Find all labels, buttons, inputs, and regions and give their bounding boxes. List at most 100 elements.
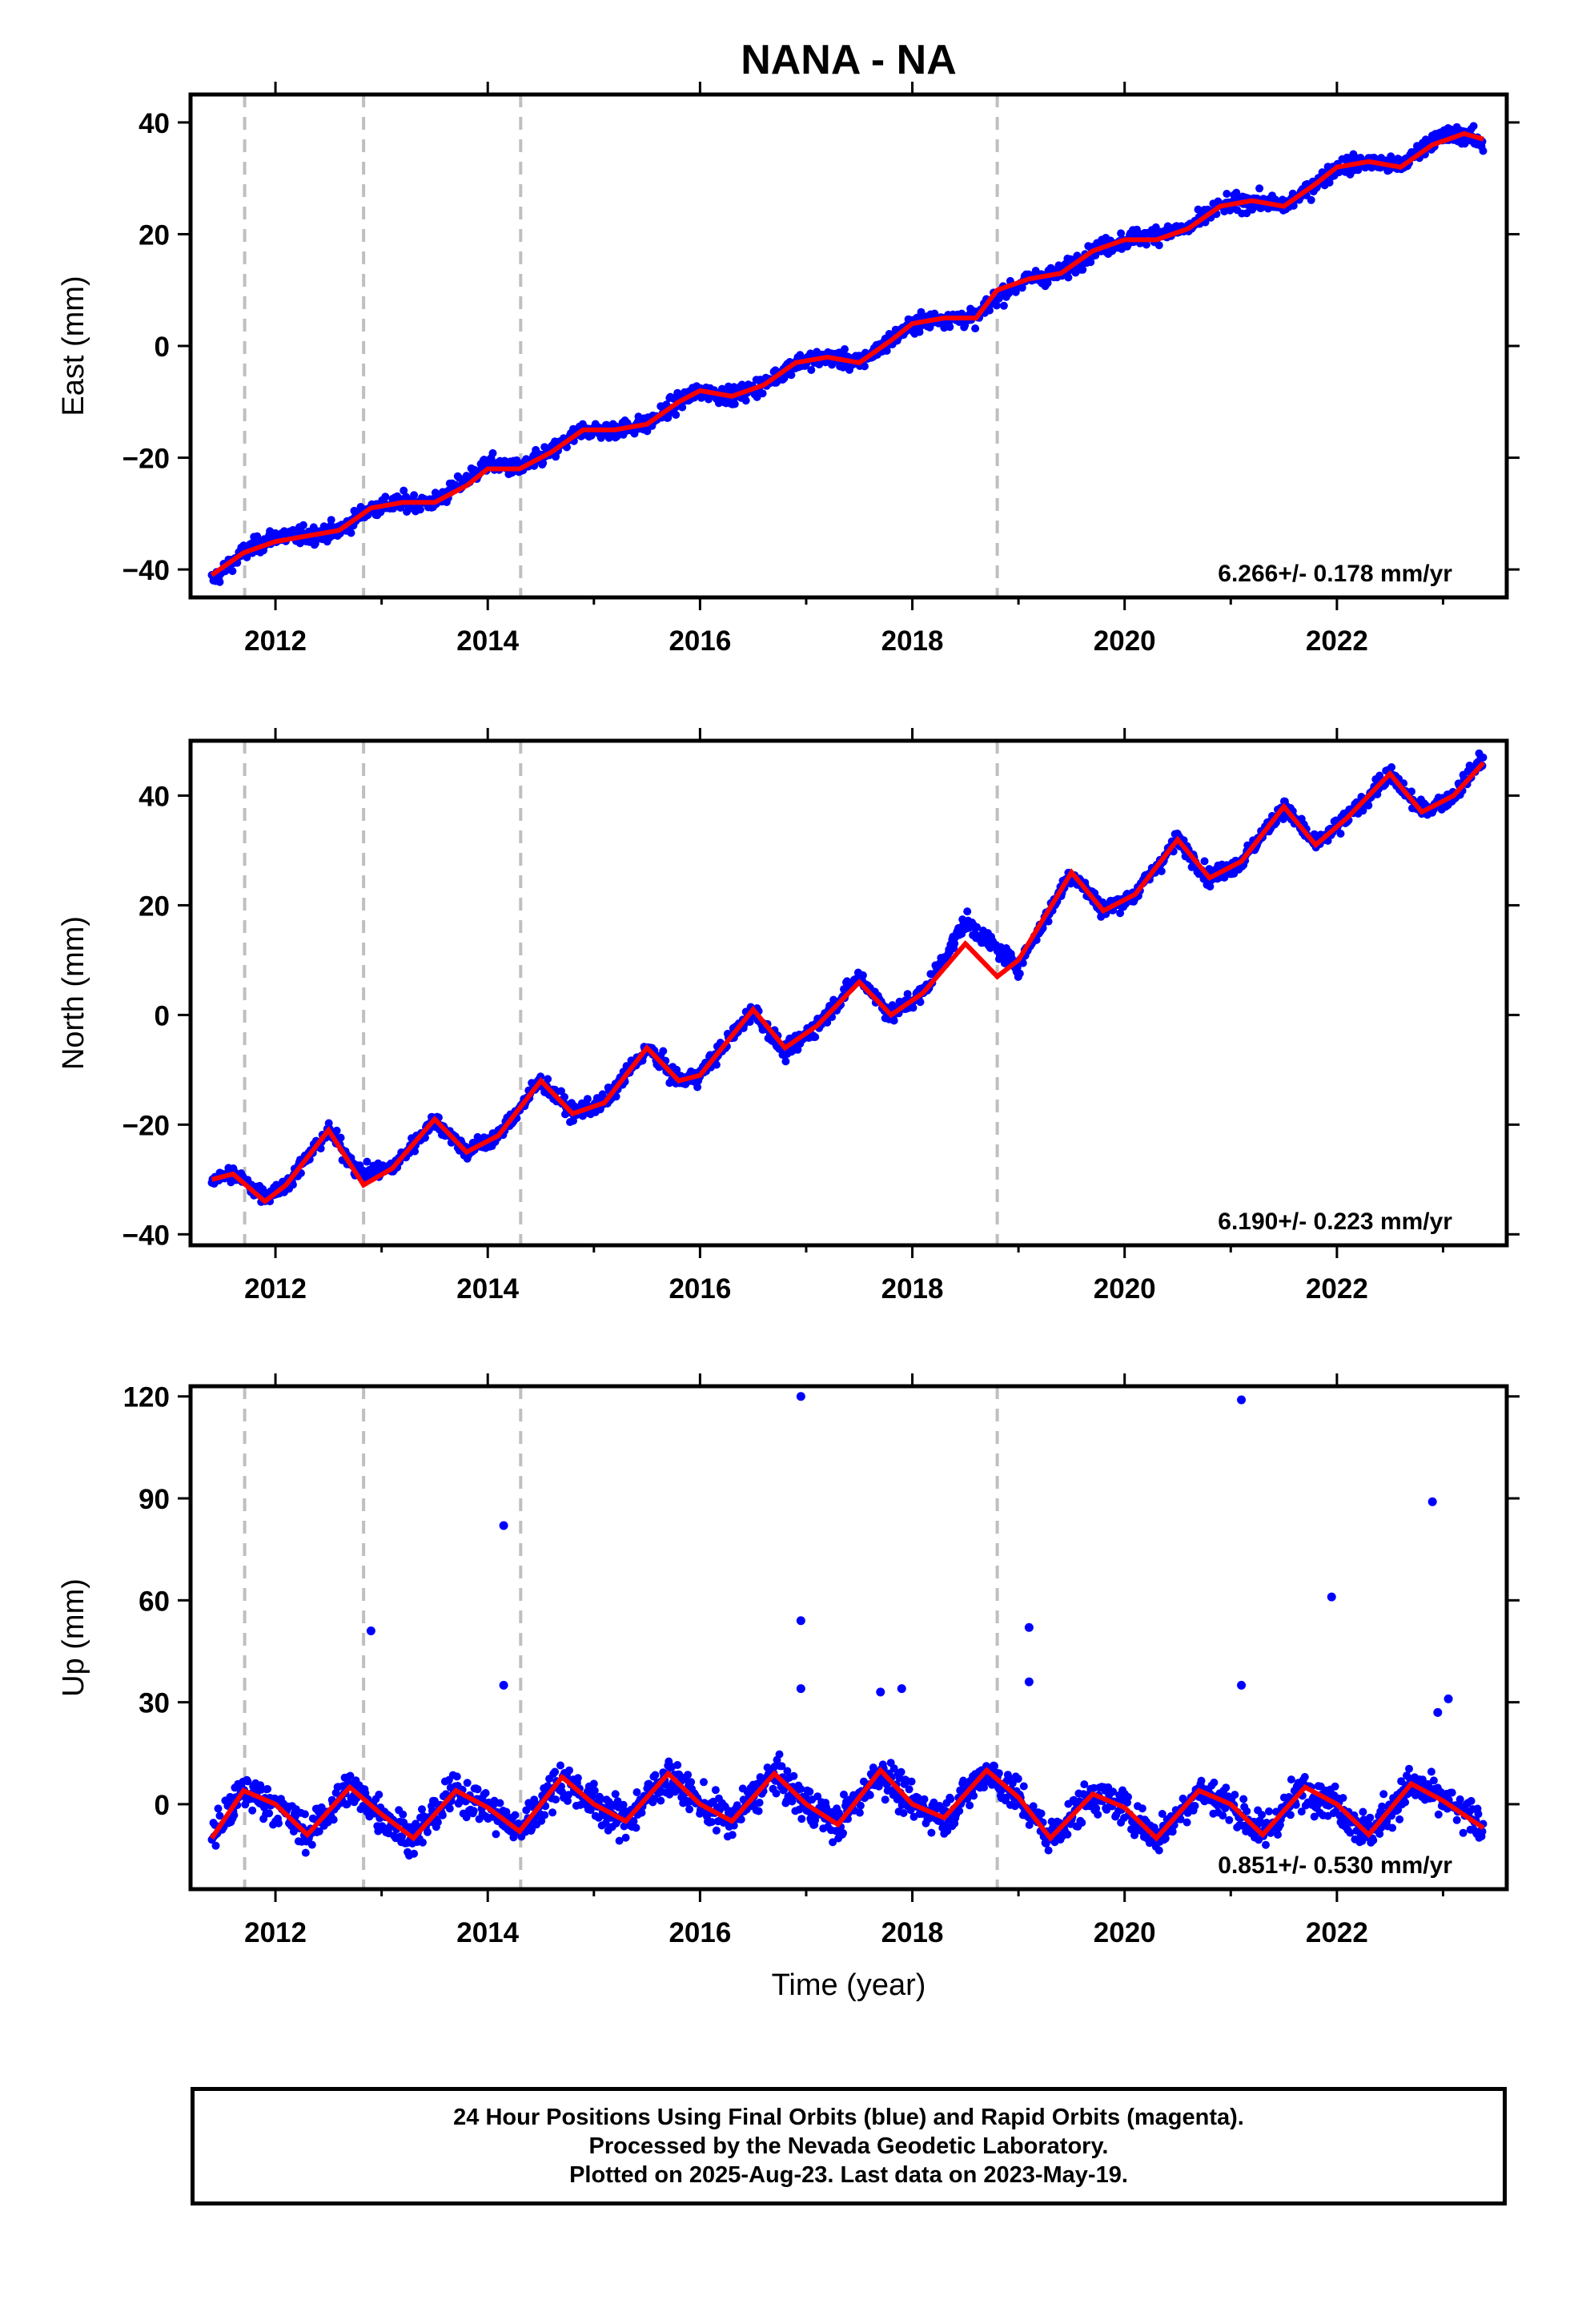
data-point — [307, 1840, 316, 1849]
data-point — [445, 1804, 454, 1813]
data-point — [678, 403, 687, 412]
data-point — [905, 1785, 913, 1794]
data-point — [950, 939, 959, 948]
y-tick-label: 20 — [139, 891, 170, 922]
data-point — [673, 1761, 682, 1769]
data-point — [556, 1761, 564, 1770]
data-point — [1138, 1804, 1146, 1813]
data-point — [1154, 1846, 1163, 1855]
data-point — [583, 1095, 592, 1104]
data-point — [1479, 753, 1488, 762]
panel-frame — [188, 738, 1509, 1248]
x-tick-label: 2020 — [1094, 625, 1156, 657]
data-point — [1063, 1830, 1072, 1839]
data-point — [419, 1838, 427, 1847]
data-point — [557, 1087, 565, 1096]
data-point — [1300, 1772, 1309, 1781]
data-point — [488, 448, 497, 457]
data-point — [966, 1801, 974, 1810]
data-point — [651, 1771, 660, 1779]
data-point — [248, 1806, 257, 1815]
data-point — [1225, 1815, 1234, 1824]
data-point — [758, 389, 767, 398]
data-point — [712, 1826, 721, 1835]
footer-line-1: 24 Hour Positions Using Final Orbits (bl… — [453, 2105, 1244, 2130]
y-tick-label: 40 — [139, 108, 170, 139]
data-point — [1197, 1776, 1206, 1785]
data-point — [1387, 763, 1396, 771]
data-point — [632, 1788, 641, 1796]
data-point — [1080, 1780, 1089, 1789]
outlier-point — [1237, 1395, 1247, 1405]
x-tick-label: 2022 — [1306, 1273, 1368, 1305]
data-point — [1395, 1815, 1404, 1823]
y-tick-label: 60 — [139, 1586, 170, 1617]
data-point — [1116, 909, 1125, 918]
data-point — [1200, 857, 1209, 866]
data-point — [1434, 1810, 1443, 1819]
data-point — [787, 371, 796, 380]
data-point — [1429, 1776, 1438, 1785]
data-point — [1210, 1778, 1219, 1787]
data-point — [970, 1791, 978, 1800]
data-point — [659, 1047, 668, 1055]
outlier-point — [366, 1626, 375, 1636]
data-point — [300, 1810, 309, 1819]
data-point — [1479, 147, 1488, 155]
data-point — [1364, 801, 1373, 810]
data-point — [288, 1180, 297, 1189]
data-point — [410, 491, 419, 500]
data-point — [1447, 1788, 1456, 1797]
data-point — [1359, 806, 1367, 815]
x-tick-label: 2012 — [244, 1917, 307, 1948]
data-point — [573, 1774, 582, 1783]
data-point — [1239, 1795, 1248, 1803]
data-point — [438, 1811, 447, 1819]
data-point — [916, 998, 925, 1007]
outlier-point — [1237, 1680, 1247, 1690]
x-axis-label: Time (year) — [772, 1968, 926, 2002]
data-point — [971, 324, 980, 333]
data-point — [511, 1811, 520, 1819]
data-point — [955, 1807, 964, 1815]
data-point — [381, 493, 390, 501]
data-point — [772, 1789, 781, 1798]
data-point — [536, 1072, 545, 1081]
data-point — [741, 396, 750, 405]
data-point — [611, 1790, 620, 1799]
x-tick-label: 2014 — [456, 1273, 519, 1305]
data-point — [899, 1809, 908, 1817]
model-curve — [210, 131, 1484, 577]
data-point — [855, 1808, 864, 1817]
data-point — [1339, 1794, 1347, 1803]
data-points — [207, 1392, 1488, 1860]
data-point — [1258, 1811, 1267, 1819]
x-tick-label: 2018 — [881, 1273, 944, 1305]
data-point — [693, 1083, 702, 1092]
data-point — [411, 1147, 420, 1156]
data-point — [781, 1057, 790, 1066]
data-point — [796, 351, 805, 360]
data-point — [410, 1849, 419, 1858]
data-point — [903, 990, 912, 999]
data-point — [1044, 917, 1053, 926]
data-point — [552, 452, 560, 461]
data-point — [643, 427, 652, 436]
outlier-point — [796, 1616, 805, 1626]
data-point — [1467, 1796, 1476, 1805]
data-point — [540, 1811, 549, 1819]
x-tick-label: 2018 — [881, 1917, 944, 1948]
data-point — [1452, 1815, 1461, 1824]
y-tick-label: −40 — [122, 1220, 170, 1251]
data-point — [907, 1777, 916, 1786]
data-point — [1274, 1831, 1282, 1839]
data-point — [728, 1831, 737, 1839]
data-point — [1037, 1809, 1046, 1818]
panel-frame — [188, 92, 1509, 600]
data-point — [1427, 1767, 1435, 1776]
data-point — [990, 1762, 998, 1770]
y-tick-label: −40 — [122, 555, 170, 586]
data-point — [211, 1841, 220, 1850]
data-point — [263, 1785, 272, 1793]
